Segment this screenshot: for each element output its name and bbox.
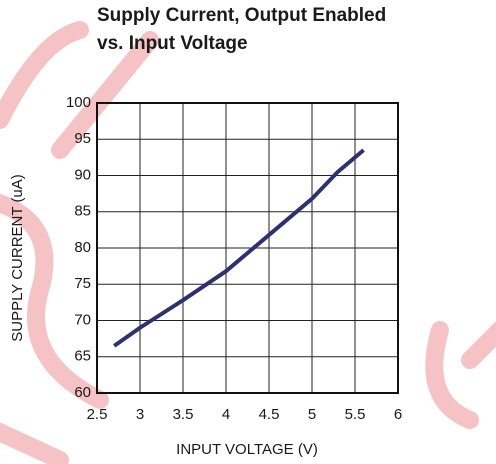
y-tick-label: 75 xyxy=(74,275,91,292)
y-tick-label: 90 xyxy=(74,166,91,183)
x-tick-label: 4.5 xyxy=(259,406,280,423)
x-tick-label: 3.5 xyxy=(173,406,194,423)
x-tick-label: 5.5 xyxy=(345,406,366,423)
y-axis-label: SUPPLY CURRENT (uA) xyxy=(9,174,26,342)
data-line xyxy=(113,148,365,348)
y-tick-label: 65 xyxy=(74,348,91,365)
y-tick-label: 60 xyxy=(74,384,91,401)
y-tick-label: 70 xyxy=(74,311,91,328)
plot-frame xyxy=(96,102,399,394)
x-tick-label: 5 xyxy=(308,406,316,423)
x-tick-label: 4 xyxy=(222,406,230,423)
x-axis-label: INPUT VOLTAGE (V) xyxy=(176,441,318,458)
watermark-stroke xyxy=(0,21,89,129)
y-tick-label: 80 xyxy=(74,239,91,256)
watermark-stroke xyxy=(425,321,479,429)
chart-title: Supply Current, Output Enabled xyxy=(97,5,386,26)
watermark-stroke xyxy=(461,321,496,369)
watermark xyxy=(0,21,496,464)
x-tick-label: 3 xyxy=(136,406,144,423)
chart-title: vs. Input Voltage xyxy=(97,33,248,54)
watermark-stroke xyxy=(51,31,159,159)
watermark-stroke xyxy=(0,193,109,409)
y-tick-label: 95 xyxy=(74,130,91,147)
x-tick-label: 2.5 xyxy=(87,406,108,423)
y-tick-label: 85 xyxy=(74,203,91,220)
watermark-stroke xyxy=(0,422,69,464)
y-tick-label: 100 xyxy=(66,94,91,111)
x-tick-label: 6 xyxy=(394,406,402,423)
